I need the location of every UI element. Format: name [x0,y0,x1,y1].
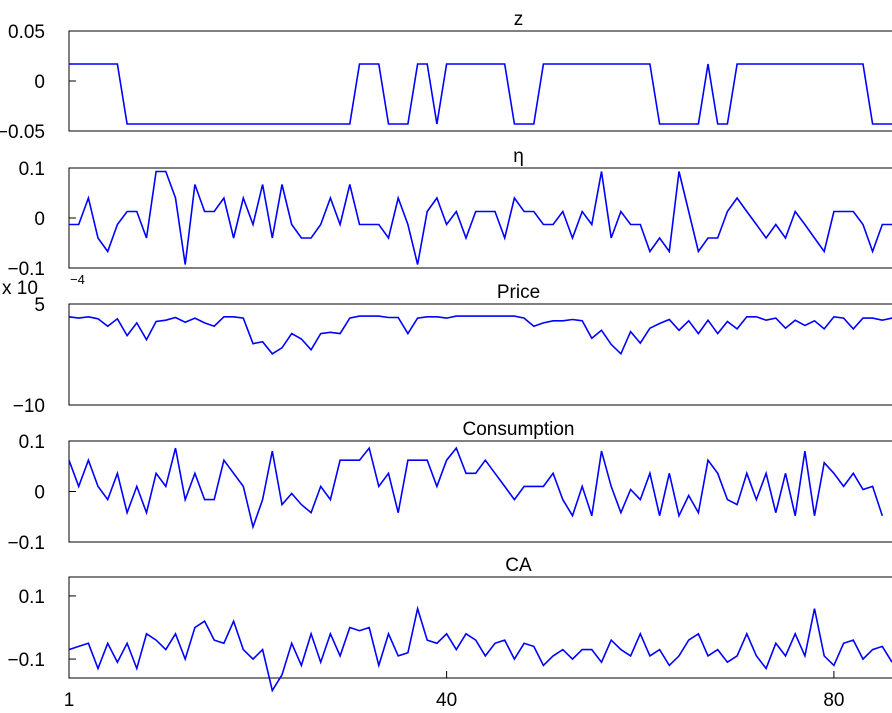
panel-1-title: z [514,9,524,30]
panels: z −0.05 0 0.05 η −0.1 0 0.1 Price −10 5x 10 −4 Consu… [0,9,892,711]
panel-3-series-line [68,315,892,356]
panel-5-title: CA [505,555,532,576]
panel-3-title: Price [497,282,540,303]
panel-4-ytick-label: −0.1 [7,533,45,554]
panel-4-ytick-label: 0.1 [19,432,45,453]
panel-4: Consumption −0.1 0 0.1 [7,419,892,554]
panel-1-ytick-label: −0.05 [0,122,45,143]
panel-5-series-line [68,605,892,693]
panel-3-exponent-power: −4 [70,272,85,287]
panel-3-exponent-label: x 10 [2,278,38,299]
panel-2-ytick-label: 0 [34,209,45,230]
panel-1-axes-box [68,30,892,132]
panel-2-ytick-label: 0.1 [19,159,45,180]
panel-4-title: Consumption [463,419,575,440]
panel-5: CA −0.1 0.1 1 40 80 [7,555,892,711]
panel-3-ytick-label: −10 [13,396,45,417]
panel-5-ytick-label: −0.1 [7,650,45,671]
panel-2-axes-box [68,167,892,269]
panel-3-ytick-label: 5 [34,295,45,316]
panel-5-xtick-label: 1 [64,690,75,711]
panel-2-series-line [69,170,892,265]
panel-5-xtick-label: 40 [436,690,457,711]
panel-2: η −0.1 0 0.1 [7,146,892,280]
panel-4-axes-box [68,440,892,543]
panel-5-ytick-label: 0.1 [19,587,45,608]
panel-1-series-line [69,63,892,125]
panel-1: z −0.05 0 0.05 [0,9,892,143]
panel-4-series-line [68,446,884,530]
panel-1-ytick-label: 0 [34,72,45,93]
panel-3-axes-box [68,303,892,406]
panel-5-xtick-label: 80 [823,690,844,711]
panel-5-axes-box [68,576,892,679]
panel-4-ytick-label: 0 [34,483,45,504]
panel-2-ytick-label: −0.1 [7,259,45,280]
panel-3: Price −10 5x 10 −4 [2,272,892,417]
panel-1-ytick-label: 0.05 [8,22,45,43]
panel-2-title: η [513,146,524,167]
